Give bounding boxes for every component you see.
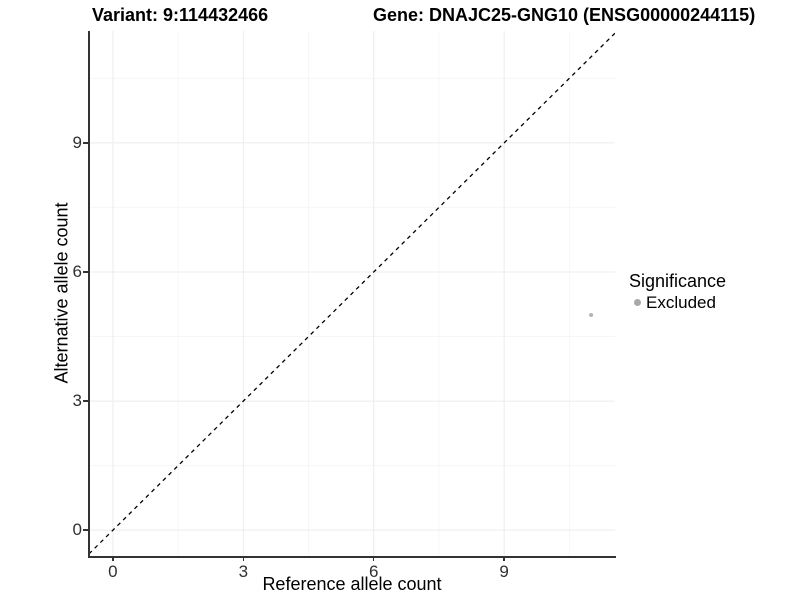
x-tick-label: 9 (499, 562, 509, 581)
y-tick-mark (83, 529, 88, 531)
y-axis-title: Alternative allele count (51, 202, 72, 384)
legend-key-dot (634, 299, 641, 306)
legend-item-excluded: Excluded (629, 293, 800, 312)
y-tick-label: 3 (72, 391, 82, 411)
identity-line (89, 32, 615, 555)
x-tick-label: 0 (108, 562, 118, 581)
x-tick-mark (112, 556, 114, 561)
data-point (589, 313, 594, 318)
y-tick-label: 0 (72, 520, 82, 540)
x-axis-line (88, 556, 616, 558)
y-tick-mark (83, 400, 88, 402)
plot-panel (89, 31, 615, 556)
x-axis-title: Reference allele count (262, 574, 442, 594)
legend-title: Significance (629, 271, 727, 291)
y-tick-mark (83, 142, 88, 144)
plot-canvas (89, 31, 615, 556)
gene-title: Gene: DNAJC25-GNG10 (ENSG00000244115) (373, 5, 756, 25)
y-tick-mark (83, 271, 88, 273)
x-tick-label: 6 (369, 562, 379, 581)
y-tick-label: 9 (72, 132, 82, 152)
y-tick-label: 6 (72, 261, 82, 281)
x-tick-label: 3 (238, 562, 249, 581)
legend-item-label: Excluded (646, 293, 716, 312)
x-tick-mark (372, 556, 375, 561)
x-tick-mark (242, 556, 245, 561)
legend: Significance Excluded (629, 271, 800, 312)
variant-title: Variant: 9:114432466 (92, 5, 269, 25)
y-axis-line (88, 31, 90, 558)
x-tick-mark (503, 556, 505, 561)
